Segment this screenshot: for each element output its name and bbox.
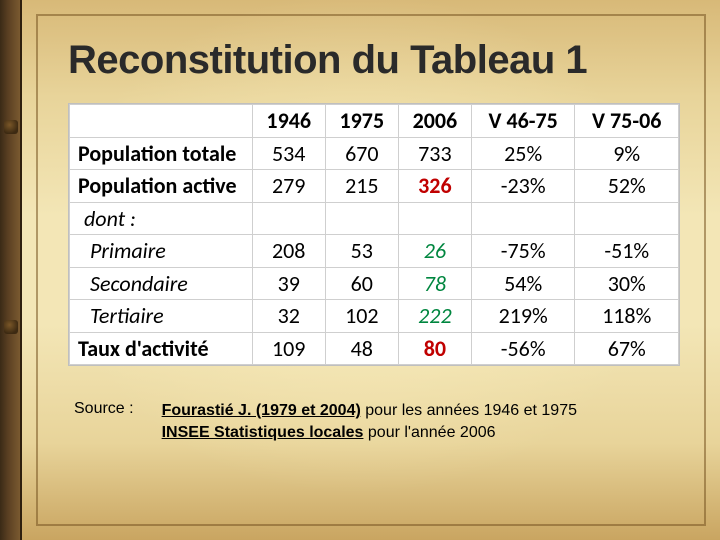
table-cell: 60 [325, 267, 398, 300]
table-cell: 53 [325, 235, 398, 268]
row-label: dont : [70, 202, 253, 235]
table-cell [398, 202, 471, 235]
binding-strip [0, 0, 22, 540]
source-ref2-bold: INSEE Statistiques locales [162, 424, 364, 441]
source-block: Source : Fourastié J. (1979 et 2004) pou… [68, 400, 680, 443]
table-cell: 39 [252, 267, 325, 300]
table-row: Secondaire39607854%30% [70, 267, 679, 300]
row-label: Primaire [70, 235, 253, 268]
row-label: Tertiaire [70, 300, 253, 333]
table-cell: 733 [398, 137, 471, 170]
row-label: Secondaire [70, 267, 253, 300]
table-body: Population totale53467073325%9%Populatio… [70, 137, 679, 365]
table-cell: 222 [398, 300, 471, 333]
table-cell: 32 [252, 300, 325, 333]
table-cell: 26 [398, 235, 471, 268]
table-cell: 9% [575, 137, 679, 170]
table-header-row: 1946 1975 2006 V 46-75 V 75-06 [70, 105, 679, 138]
source-ref1-bold: Fourastié J. (1979 et 2004) [162, 402, 361, 419]
source-ref1-rest: pour les années 1946 et 1975 [361, 402, 577, 419]
table-row: Taux d'activité1094880-56%67% [70, 332, 679, 365]
table-cell [252, 202, 325, 235]
col-header-1975: 1975 [325, 105, 398, 138]
table-cell: 215 [325, 170, 398, 203]
source-body: Fourastié J. (1979 et 2004) pour les ann… [162, 400, 577, 443]
page-title: Reconstitution du Tableau 1 [68, 38, 680, 83]
table-cell: 279 [252, 170, 325, 203]
table-cell: 219% [471, 300, 575, 333]
table-cell: 67% [575, 332, 679, 365]
col-header-v7506: V 75-06 [575, 105, 679, 138]
table-cell: 109 [252, 332, 325, 365]
table-cell [325, 202, 398, 235]
source-ref2-rest: pour l'année 2006 [363, 424, 495, 441]
table-cell: 80 [398, 332, 471, 365]
table-row: Population totale53467073325%9% [70, 137, 679, 170]
table-cell: 52% [575, 170, 679, 203]
col-header-blank [70, 105, 253, 138]
row-label: Population totale [70, 137, 253, 170]
col-header-1946: 1946 [252, 105, 325, 138]
data-table-wrap: 1946 1975 2006 V 46-75 V 75-06 Populatio… [68, 103, 680, 366]
col-header-2006: 2006 [398, 105, 471, 138]
table-cell [575, 202, 679, 235]
source-label: Source : [74, 400, 134, 418]
table-cell: 102 [325, 300, 398, 333]
table-cell: -23% [471, 170, 575, 203]
table-cell: 78 [398, 267, 471, 300]
table-cell: 54% [471, 267, 575, 300]
table-cell: 48 [325, 332, 398, 365]
table-cell: 208 [252, 235, 325, 268]
table-cell: -51% [575, 235, 679, 268]
slide-content: Reconstitution du Tableau 1 1946 1975 20… [36, 14, 706, 526]
table-cell: 670 [325, 137, 398, 170]
table-cell: 25% [471, 137, 575, 170]
table-cell: -75% [471, 235, 575, 268]
col-header-v4675: V 46-75 [471, 105, 575, 138]
row-label: Population active [70, 170, 253, 203]
row-label: Taux d'activité [70, 332, 253, 365]
table-cell [471, 202, 575, 235]
table-cell: 326 [398, 170, 471, 203]
table-cell: 30% [575, 267, 679, 300]
table-row: dont : [70, 202, 679, 235]
table-row: Tertiaire32102222219%118% [70, 300, 679, 333]
table-cell: -56% [471, 332, 575, 365]
table-cell: 534 [252, 137, 325, 170]
table-row: Primaire2085326-75%-51% [70, 235, 679, 268]
data-table: 1946 1975 2006 V 46-75 V 75-06 Populatio… [69, 104, 679, 365]
table-row: Population active279215326-23%52% [70, 170, 679, 203]
table-cell: 118% [575, 300, 679, 333]
